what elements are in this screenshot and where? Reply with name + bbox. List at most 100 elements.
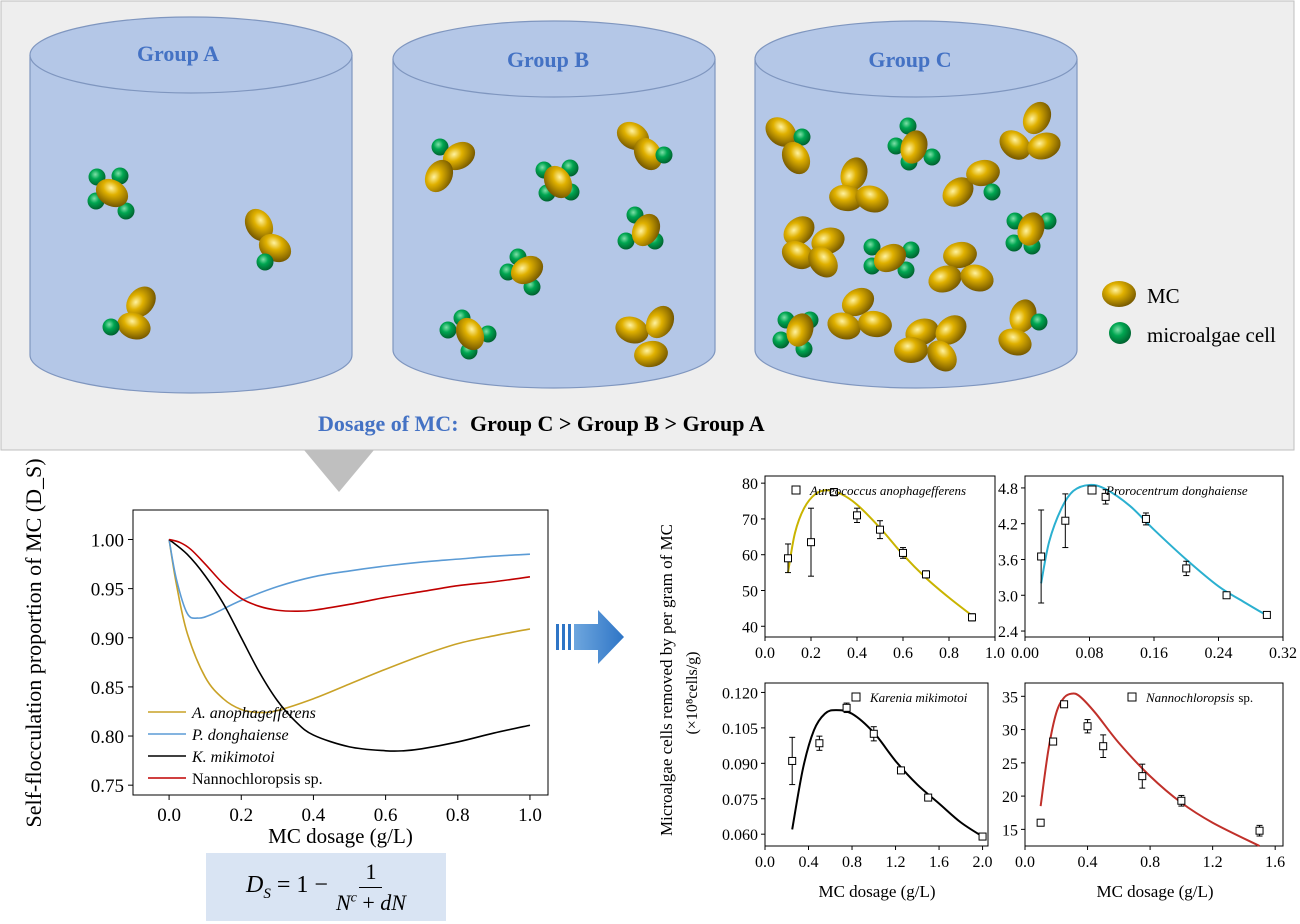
y-tick-label: 0.105 bbox=[722, 721, 758, 738]
y-tick-label: 0.75 bbox=[91, 776, 124, 797]
series-line bbox=[168, 538, 531, 752]
mc-particle bbox=[543, 165, 573, 199]
mc-particle bbox=[424, 159, 454, 193]
formula-denominator: Nc + dN bbox=[335, 889, 406, 915]
mc-particle bbox=[244, 208, 274, 242]
legend-entry: Prorocentrum donghaiense bbox=[1105, 483, 1248, 498]
main-xlabel: MC dosage (g/L) bbox=[268, 824, 413, 848]
main-ylabel: Self-flocculation proportion of MC (D_S) bbox=[21, 458, 46, 827]
y-tick-label: 40 bbox=[742, 619, 758, 636]
x-tick-label: 2.0 bbox=[973, 854, 993, 871]
fit-curve bbox=[1039, 692, 1260, 847]
y-tick-label: 15 bbox=[1002, 822, 1018, 839]
data-point bbox=[968, 613, 976, 622]
data-point bbox=[784, 554, 792, 563]
x-tick-label: 0.2 bbox=[801, 645, 821, 662]
small-chart-frame bbox=[764, 475, 996, 638]
data-point bbox=[1182, 564, 1191, 573]
mc-particle bbox=[858, 310, 892, 338]
mc-particle bbox=[927, 340, 957, 372]
legend-marker bbox=[851, 692, 861, 702]
small-charts-ylabel: Microalgae cells removed by per gram of … bbox=[657, 524, 676, 836]
mc-particle bbox=[455, 317, 485, 351]
microalgae-legend-icon bbox=[1109, 322, 1131, 344]
data-point bbox=[1061, 516, 1070, 525]
microalgae-cell bbox=[111, 167, 129, 185]
y-tick-label: 0.80 bbox=[91, 727, 124, 748]
small-chart-frame bbox=[1024, 682, 1284, 847]
microalgae-cell bbox=[117, 202, 135, 220]
mc-particle bbox=[765, 117, 797, 147]
data-point bbox=[1060, 700, 1069, 709]
formula-numerator: 1 bbox=[359, 859, 383, 888]
data-point bbox=[924, 793, 933, 802]
mc-particle bbox=[117, 312, 151, 340]
microalgae-cell bbox=[1030, 313, 1048, 331]
x-tick-label: 0.4 bbox=[1078, 854, 1098, 871]
microalgae-legend-label: microalgae cell bbox=[1147, 323, 1276, 347]
microalgae-cell bbox=[887, 137, 905, 155]
small-chart-xlabel-left: MC dosage (g/L) bbox=[818, 882, 935, 901]
right-arrow bbox=[556, 610, 624, 664]
mc-particle bbox=[786, 313, 814, 347]
mc-legend-label: MC bbox=[1147, 284, 1180, 308]
data-point bbox=[1141, 514, 1150, 523]
x-tick-label: 0.08 bbox=[1076, 645, 1104, 662]
main-chart-frame bbox=[132, 509, 549, 796]
microalgae-cell bbox=[102, 318, 120, 336]
legend-entry: K. mikimotoi bbox=[191, 749, 275, 766]
mc-particle bbox=[829, 184, 863, 212]
x-tick-label: 1.0 bbox=[985, 645, 1005, 662]
x-tick-label: 0.0 bbox=[755, 645, 775, 662]
small-chart-frame bbox=[1024, 475, 1284, 638]
microalgae-cell bbox=[983, 183, 1001, 201]
y-tick-label: 20 bbox=[1002, 789, 1018, 806]
fit-curve bbox=[1040, 483, 1268, 617]
x-tick-label: 0.8 bbox=[446, 805, 470, 826]
legend-entry: Karenia mikimotoi bbox=[869, 690, 968, 705]
y-tick-label: 4.2 bbox=[998, 517, 1018, 534]
mc-particle bbox=[808, 246, 838, 278]
mc-particle bbox=[873, 243, 907, 273]
data-point bbox=[1049, 737, 1058, 746]
microalgae-cell bbox=[1005, 234, 1023, 252]
removal-charts: 0.0 0.2 0.4 0.6 0.8 1.0 40 50 60 70 80 Aureococcus … bbox=[722, 475, 1297, 871]
data-point bbox=[1262, 610, 1271, 619]
mc-particle bbox=[827, 312, 861, 340]
x-tick-label: 0.16 bbox=[1140, 645, 1168, 662]
data-point bbox=[1255, 826, 1264, 835]
y-tick-label: 70 bbox=[742, 512, 758, 529]
y-tick-label: 3.6 bbox=[998, 552, 1018, 569]
legend-entry: A. anophagefferens bbox=[191, 705, 316, 722]
y-tick-label: 25 bbox=[1002, 756, 1018, 773]
microalgae-cell bbox=[793, 128, 811, 146]
formula-box: DS = 1 − 1 Nc + dN bbox=[206, 853, 446, 921]
y-tick-label: 0.120 bbox=[722, 685, 758, 702]
legend-marker bbox=[1087, 485, 1097, 495]
microalgae-cell bbox=[256, 253, 274, 271]
data-point bbox=[1083, 722, 1092, 731]
microalgae-cell bbox=[863, 238, 881, 256]
cylinder-group-a bbox=[29, 16, 353, 394]
microalgae-cell bbox=[923, 148, 941, 166]
mc-particle bbox=[1022, 101, 1052, 135]
y-tick-label: 0.075 bbox=[722, 792, 758, 809]
data-point bbox=[830, 488, 838, 497]
fit-curve bbox=[791, 709, 984, 838]
mc-particle bbox=[633, 137, 663, 171]
self-flocculation-chart: 0.0 0.2 0.4 0.6 0.8 1.0 0.75 0.80 0.85 0.90 0.95 1.… bbox=[21, 458, 549, 848]
mc-particle bbox=[855, 185, 889, 213]
data-point bbox=[842, 703, 851, 712]
dosage-order-line: Dosage of MC: Group C > Group B > Group … bbox=[318, 411, 765, 436]
y-tick-label: 4.8 bbox=[998, 481, 1018, 498]
mc-particle bbox=[960, 264, 994, 292]
mc-legend-icon bbox=[1102, 281, 1136, 307]
legend-entry: Nannochloropsis sp. bbox=[1145, 690, 1253, 705]
mc-particle bbox=[966, 159, 1000, 187]
schematic-legend: MC microalgae cell bbox=[1102, 281, 1276, 347]
data-point bbox=[1177, 796, 1186, 805]
mc-particle bbox=[1017, 212, 1045, 246]
mc-particle bbox=[999, 130, 1031, 160]
y-tick-label: 2.4 bbox=[998, 624, 1018, 641]
